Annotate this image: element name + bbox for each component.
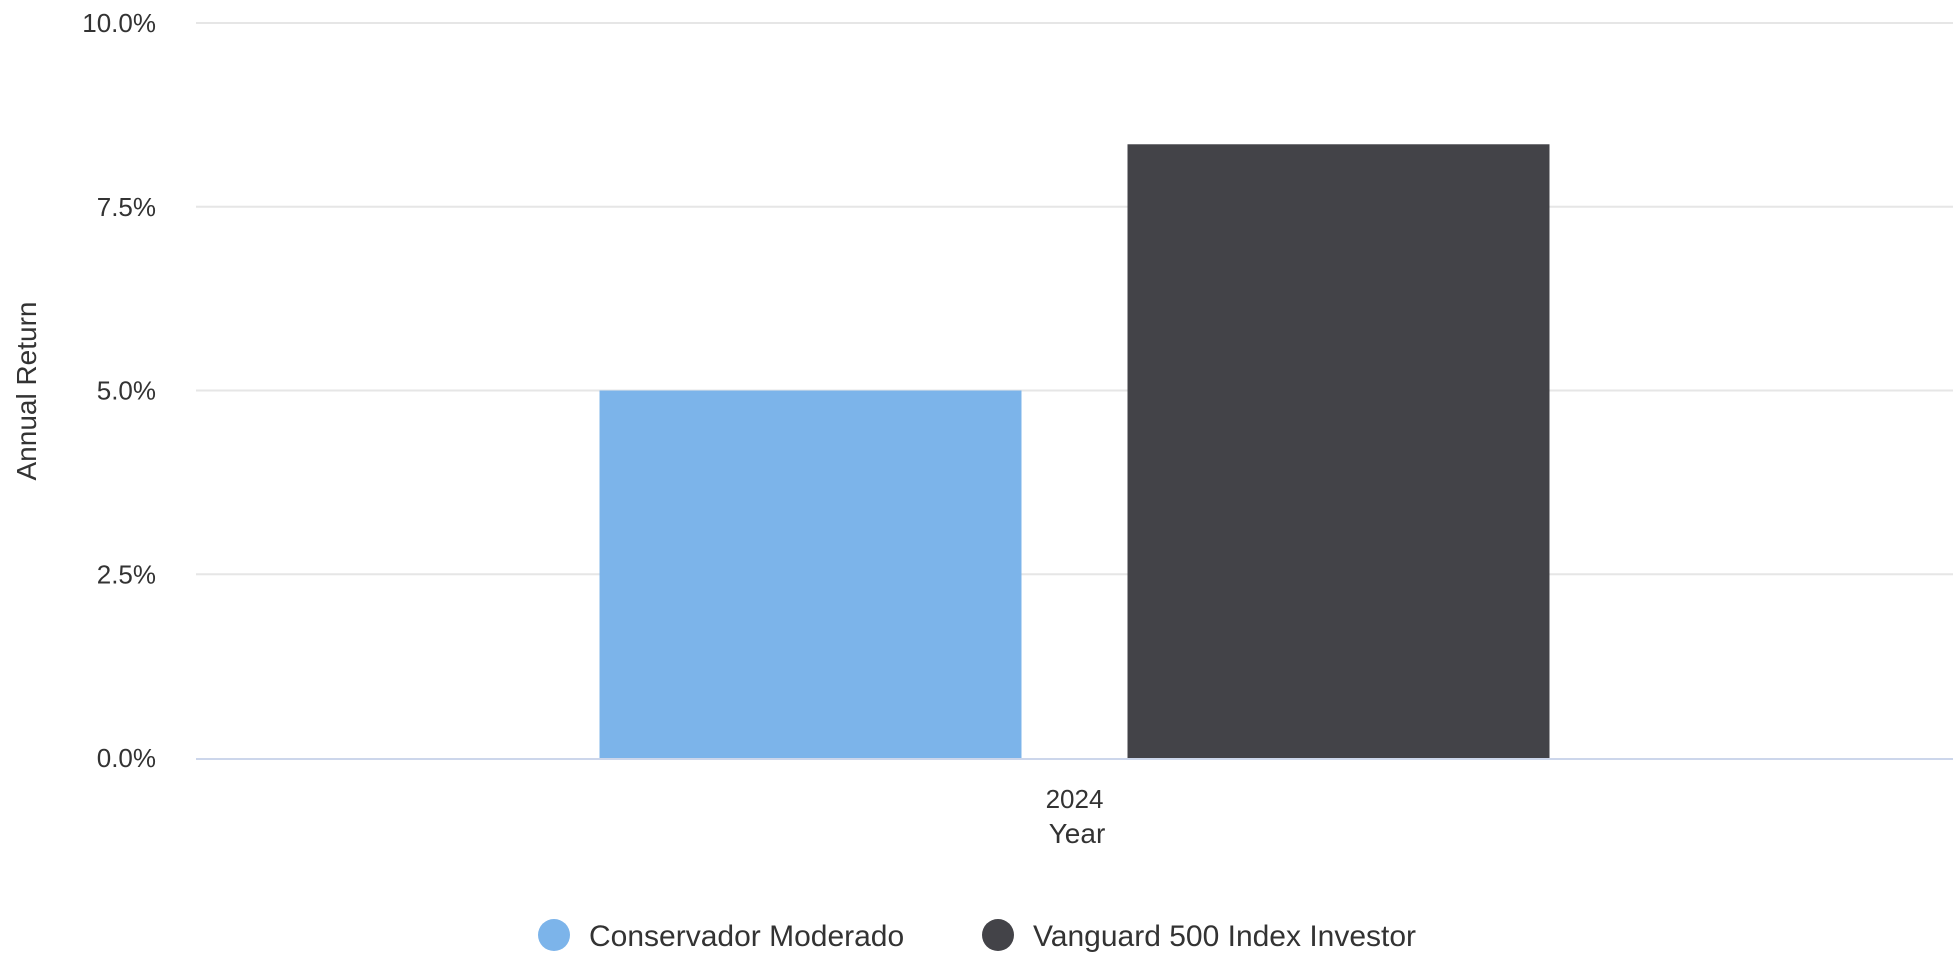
legend-label: Vanguard 500 Index Investor — [1033, 920, 1416, 953]
bars — [599, 144, 1550, 759]
bar-vanguard-500-index-investor[interactable] — [1127, 144, 1550, 758]
bar-conservador-moderado[interactable] — [599, 390, 1022, 759]
y-tick-label: 7.5% — [97, 192, 156, 222]
y-tick-label: 10.0% — [82, 8, 156, 38]
x-axis-title: Year — [1049, 818, 1106, 849]
legend-item[interactable]: Vanguard 500 Index Investor — [982, 919, 1416, 953]
x-tick-label: 2024 — [1046, 784, 1104, 814]
legend: Conservador Moderado Vanguard 500 Index I… — [538, 919, 1416, 953]
x-axis-ticks: 2024 — [1046, 784, 1104, 814]
y-axis-ticks: 0.0% 2.5% 5.0% 7.5% 10.0% — [82, 8, 156, 773]
y-tick-label: 5.0% — [97, 376, 156, 406]
y-axis-title: Annual Return — [11, 301, 42, 480]
legend-marker — [982, 919, 1014, 951]
y-tick-label: 0.0% — [97, 743, 156, 773]
legend-label: Conservador Moderado — [589, 920, 904, 953]
gridlines — [196, 22, 1953, 576]
legend-marker — [538, 919, 570, 951]
y-tick-label: 2.5% — [97, 559, 156, 589]
legend-item[interactable]: Conservador Moderado — [538, 919, 904, 953]
